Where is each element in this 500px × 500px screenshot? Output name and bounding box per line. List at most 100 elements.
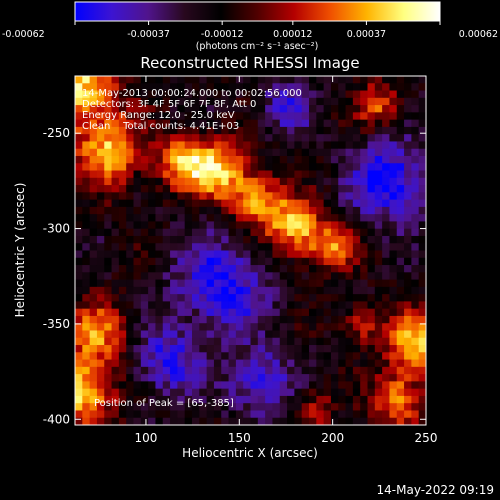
heatmap-cell (287, 395, 295, 404)
heatmap-cell (228, 97, 237, 106)
y-axis: -250-300-350-400 (43, 126, 426, 426)
heatmap-cell (199, 330, 208, 339)
heatmap-cell (265, 417, 273, 425)
heatmap-cell (96, 243, 105, 251)
heatmap-cell (148, 76, 156, 84)
heatmap-cell (140, 374, 149, 382)
heatmap-cell (162, 97, 171, 106)
heatmap-cell (360, 286, 368, 295)
heatmap-cell (330, 134, 339, 142)
heatmap-cell (206, 366, 215, 375)
heatmap-cell (389, 345, 398, 353)
heatmap-cell (170, 279, 178, 288)
heatmap-cell (235, 134, 244, 142)
heatmap-cell (170, 257, 178, 266)
heatmap-cell (126, 410, 134, 419)
heatmap-cell (316, 185, 325, 193)
heatmap-cell (330, 126, 339, 135)
heatmap-cell (279, 257, 288, 266)
heatmap-cell (184, 359, 193, 368)
heatmap-cell (367, 286, 376, 295)
heatmap-cell (323, 308, 332, 317)
heatmap-cell (323, 206, 332, 215)
heatmap-cell (257, 76, 266, 84)
heatmap-cell (250, 366, 259, 375)
heatmap-cell (140, 90, 149, 99)
heatmap-cell (155, 228, 164, 237)
heatmap-cell (148, 395, 156, 404)
heatmap-cell (382, 410, 390, 419)
heatmap-cell (221, 366, 229, 375)
heatmap-cell (199, 250, 208, 259)
heatmap-cell (199, 214, 208, 222)
heatmap-cell (345, 381, 354, 390)
heatmap-cell (374, 90, 383, 99)
heatmap-cell (279, 134, 288, 142)
heatmap-cell (257, 134, 266, 142)
heatmap-cell (243, 323, 251, 331)
heatmap-cell (75, 119, 83, 128)
heatmap-cell (111, 272, 120, 280)
heatmap-cell (418, 105, 426, 113)
heatmap-cell (118, 243, 127, 251)
heatmap-cell (228, 330, 237, 339)
heatmap-cell (418, 359, 426, 368)
heatmap-cell (257, 272, 266, 280)
heatmap-cell (330, 337, 339, 346)
heatmap-cell (272, 345, 281, 353)
heatmap-cell (338, 330, 346, 339)
heatmap-cell (111, 279, 120, 288)
heatmap-cell (418, 112, 426, 121)
heatmap-cell (345, 163, 354, 171)
heatmap-cell (272, 388, 281, 397)
heatmap-cell (148, 177, 156, 186)
heatmap-cell (374, 228, 383, 237)
heatmap-cell (411, 192, 420, 200)
heatmap-cell (250, 315, 259, 324)
heatmap-cell (338, 279, 346, 288)
heatmap-cell (389, 337, 398, 346)
heatmap-cell (323, 315, 332, 324)
heatmap-cell (221, 330, 229, 339)
heatmap-cell (148, 286, 156, 295)
heatmap-cell (301, 97, 310, 106)
heatmap-cell (301, 301, 310, 310)
heatmap-cell (184, 126, 193, 135)
heatmap-cell (301, 374, 310, 382)
heatmap-cell (221, 337, 229, 346)
heatmap-cell (316, 221, 325, 230)
heatmap-cell (418, 265, 426, 273)
heatmap-cell (162, 417, 171, 425)
heatmap-cell (89, 192, 98, 200)
heatmap-cell (192, 97, 200, 106)
heatmap-cell (192, 294, 200, 302)
heatmap-cell (82, 235, 91, 244)
heatmap-cell (330, 308, 339, 317)
heatmap-cell (82, 243, 91, 251)
heatmap-cell (228, 177, 237, 186)
heatmap-cell (301, 192, 310, 200)
heatmap-cell (309, 330, 317, 339)
heatmap-cell (287, 163, 295, 171)
heatmap-cell (177, 294, 186, 302)
heatmap-cell (250, 199, 259, 208)
heatmap-cell (382, 308, 390, 317)
heatmap-cell (104, 141, 112, 150)
heatmap-cell (294, 250, 303, 259)
heatmap-cell (140, 163, 149, 171)
heatmap-cell (82, 83, 91, 91)
heatmap-cell (228, 345, 237, 353)
heatmap-cell (389, 221, 398, 230)
heatmap-cell (272, 352, 281, 360)
heatmap-cell (411, 76, 420, 84)
heatmap-cell (192, 214, 200, 222)
heatmap-cell (235, 301, 244, 310)
heatmap-cell (257, 235, 266, 244)
heatmap-cell (221, 323, 229, 331)
heatmap-cell (374, 243, 383, 251)
heatmap-cell (279, 206, 288, 215)
heatmap-cell (111, 134, 120, 142)
heatmap-cell (118, 119, 127, 128)
heatmap-cell (389, 388, 398, 397)
heatmap-cell (148, 97, 156, 106)
